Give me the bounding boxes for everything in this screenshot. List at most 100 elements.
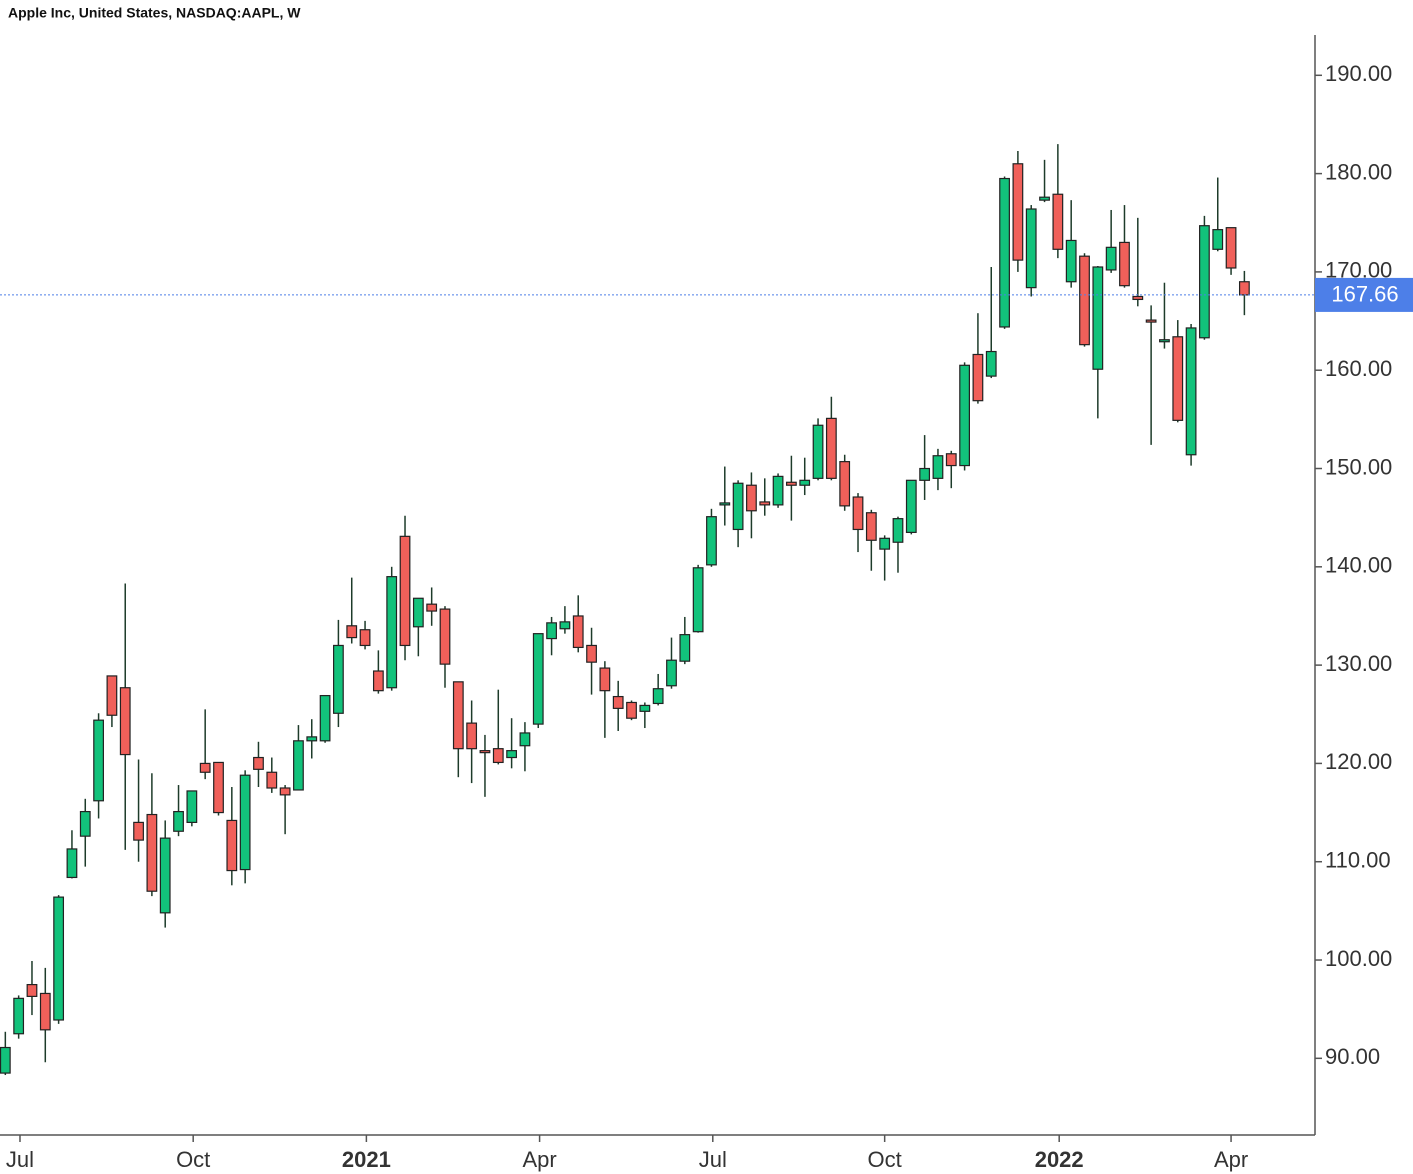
x-tick-label: Oct <box>176 1147 210 1172</box>
y-tick-label: 180.00 <box>1325 159 1392 184</box>
candle-body <box>412 597 424 628</box>
candle-body <box>186 790 198 823</box>
x-tick-label: Jul <box>6 1147 34 1172</box>
candle-body <box>546 622 557 640</box>
candle-body <box>626 701 637 719</box>
candle-body <box>253 756 264 770</box>
candle-body <box>199 762 211 773</box>
x-tick-label: Apr <box>1214 1147 1248 1172</box>
candle-body <box>1172 336 1184 421</box>
candle-body <box>13 997 25 1035</box>
candle-body <box>333 644 344 714</box>
candle-body <box>1225 227 1237 269</box>
candle-body <box>306 736 318 742</box>
candle-body <box>759 501 771 506</box>
candle-body <box>106 675 118 716</box>
candle-body <box>852 496 864 531</box>
candle-body <box>239 774 251 871</box>
candle-body <box>865 512 877 541</box>
candle-body <box>372 670 384 692</box>
candle-body <box>1065 239 1077 283</box>
candle-body <box>1238 281 1250 296</box>
candle-body <box>612 695 624 709</box>
candle-body <box>452 681 464 750</box>
last-price-box <box>1315 277 1413 312</box>
candle-body <box>1025 208 1037 289</box>
candle-body <box>666 659 677 687</box>
candle-body <box>266 771 278 789</box>
candle-body <box>79 810 91 837</box>
candle-body <box>1052 193 1064 250</box>
x-tick-label: Apr <box>522 1147 556 1172</box>
candle-body <box>1039 196 1050 201</box>
candle-body <box>1185 327 1197 456</box>
candle-body <box>652 688 664 705</box>
candle-body <box>1199 225 1210 339</box>
candle-body <box>1145 319 1157 323</box>
candle-body <box>226 819 238 872</box>
candle-body <box>399 535 411 647</box>
candle-body <box>919 467 931 481</box>
candle-body <box>719 502 731 506</box>
candle-body <box>786 481 797 486</box>
candle-body <box>39 992 51 1031</box>
y-tick-label: 120.00 <box>1325 749 1392 774</box>
candle-body <box>985 350 997 377</box>
candle-body <box>466 722 478 750</box>
candle-body <box>426 603 438 612</box>
candle-body <box>359 629 371 647</box>
candle-body <box>825 417 837 479</box>
candle-body <box>1159 339 1170 343</box>
candle-body <box>479 750 491 754</box>
candle-body <box>839 461 851 507</box>
candle-body <box>1012 163 1024 261</box>
candle-body <box>1132 295 1144 301</box>
y-tick-label: 130.00 <box>1325 651 1392 676</box>
last-price-label: 167.66 <box>1331 282 1398 307</box>
candle-body <box>732 482 744 531</box>
y-tick-label: 140.00 <box>1325 553 1392 578</box>
candle-body <box>319 694 331 742</box>
chart-title: Apple Inc, United States, NASDAQ:AAPL, W <box>8 5 301 21</box>
x-tick-label: Oct <box>868 1147 902 1172</box>
candle-body <box>746 484 757 512</box>
candle-body <box>599 667 611 692</box>
candle-body <box>506 750 518 759</box>
candle-body <box>53 896 65 1021</box>
candle-body <box>679 634 691 662</box>
candle-body <box>799 479 811 486</box>
candle-body <box>879 537 891 550</box>
candle-body <box>945 453 957 467</box>
candle-body <box>173 810 184 832</box>
y-tick-label: 110.00 <box>1325 848 1391 873</box>
candle-body <box>639 704 651 712</box>
x-tick-label: 2021 <box>342 1147 391 1172</box>
candle-body <box>692 567 704 633</box>
candle-body <box>892 518 904 543</box>
candle-body <box>1105 246 1117 271</box>
candle-body <box>93 719 104 802</box>
candle-body <box>905 479 917 534</box>
candle-body <box>386 576 398 689</box>
candle-body <box>999 177 1010 328</box>
y-tick-label: 90.00 <box>1325 1044 1380 1069</box>
candle-body <box>772 475 784 506</box>
candle-body <box>0 1046 11 1074</box>
candle-body <box>146 813 158 892</box>
x-tick-label: 2022 <box>1035 1147 1084 1172</box>
candle-body <box>706 516 717 566</box>
candle-body <box>293 740 304 791</box>
candle-body <box>1212 229 1224 250</box>
candle-body <box>959 364 970 467</box>
y-tick-label: 160.00 <box>1325 356 1392 381</box>
x-tick-label: Jul <box>699 1147 727 1172</box>
candle-body <box>1079 255 1090 346</box>
candle-body <box>1092 266 1104 370</box>
candle-body <box>492 748 504 764</box>
candle-body <box>279 787 291 796</box>
candle-body <box>812 424 824 479</box>
y-tick-label: 100.00 <box>1325 946 1392 971</box>
candle-body <box>972 353 984 402</box>
candle-body <box>213 761 224 814</box>
